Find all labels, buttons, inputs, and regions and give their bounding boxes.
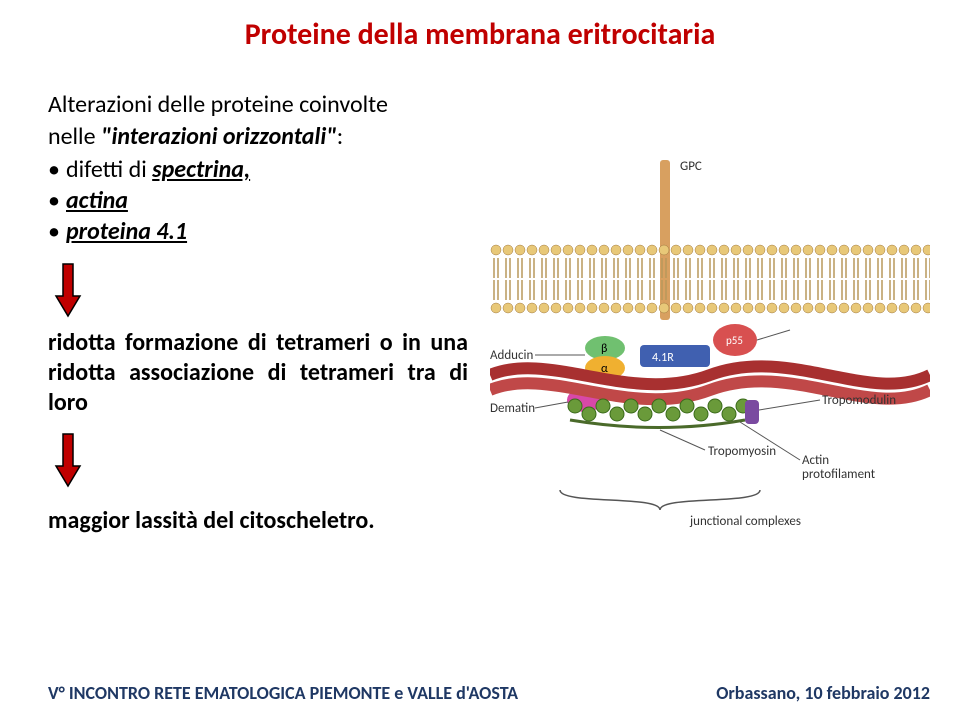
membrane-figure: GPC p55 4.1R β α Adducin Dematin Tropomo… <box>490 150 930 530</box>
bullet-dot: • <box>48 154 66 185</box>
intro-line-1: Alterazioni delle proteine coinvolte <box>48 90 468 120</box>
arrow-2 <box>54 432 468 488</box>
lipid-bilayer <box>491 245 930 313</box>
bullet-text: difetti di spectrina, <box>66 154 250 185</box>
bullet-list: • difetti di spectrina, • actina • prote… <box>48 154 468 248</box>
tropomodulin-shape <box>745 400 759 424</box>
membrane-svg: GPC p55 4.1R β α Adducin Dematin Tropomo… <box>490 150 930 530</box>
bullet-dot: • <box>48 185 66 216</box>
bullet-text: actina <box>66 185 128 216</box>
label-tropomodulin: Tropomodulin <box>822 393 896 408</box>
footer-left: V° INCONTRO RETE EMATOLOGICA PIEMONTE e … <box>48 682 518 704</box>
tropomyosin-line <box>570 420 745 428</box>
bullet-text: proteina 4.1 <box>66 216 187 247</box>
footer-right: Orbassano, 10 febbraio 2012 <box>716 682 930 704</box>
label-beta: β <box>601 342 607 356</box>
leader-line <box>535 402 568 408</box>
label-dematin: Dematin <box>490 401 535 416</box>
arrow-path <box>56 264 80 316</box>
bullet-item: • proteina 4.1 <box>48 216 468 247</box>
label-r41: 4.1R <box>652 351 674 365</box>
arrow-path <box>56 434 80 486</box>
down-arrow-icon <box>54 262 82 318</box>
bullet-item: • actina <box>48 185 468 216</box>
leader-line <box>759 400 820 410</box>
bullet-item: • difetti di spectrina, <box>48 154 468 185</box>
paragraph-1: ridotta formazione di tetrameri o in una… <box>48 328 468 418</box>
intro-italic: "interazioni orizzontali" <box>101 122 337 151</box>
down-arrow-icon <box>54 432 82 488</box>
label-tropomyosin: Tropomyosin <box>708 444 776 459</box>
slide-title: Proteine della membrana eritrocitaria <box>0 16 960 53</box>
leader-line <box>660 430 705 450</box>
arrow-1 <box>54 262 468 318</box>
body-left: Alterazioni delle proteine coinvolte nel… <box>48 90 468 536</box>
label-adducin: Adducin <box>490 348 533 363</box>
bullet-dot: • <box>48 216 66 247</box>
footer: V° INCONTRO RETE EMATOLOGICA PIEMONTE e … <box>48 682 930 704</box>
label-gpc: GPC <box>680 159 702 174</box>
intro-suffix: : <box>337 122 343 151</box>
r41-shape <box>640 345 710 367</box>
label-junctional: junctional complexes <box>689 514 801 529</box>
intro-prefix: nelle <box>48 122 101 151</box>
label-p55: p55 <box>726 334 743 347</box>
title-text: Proteine della membrana eritrocitaria <box>245 16 716 53</box>
leader-line <box>757 330 790 340</box>
paragraph-2: maggior lassità del citoscheletro. <box>48 506 468 536</box>
brace <box>560 490 760 510</box>
intro-line-2: nelle "interazioni orizzontali": <box>48 122 468 152</box>
label-actin: Actinprotofilament <box>802 453 876 482</box>
